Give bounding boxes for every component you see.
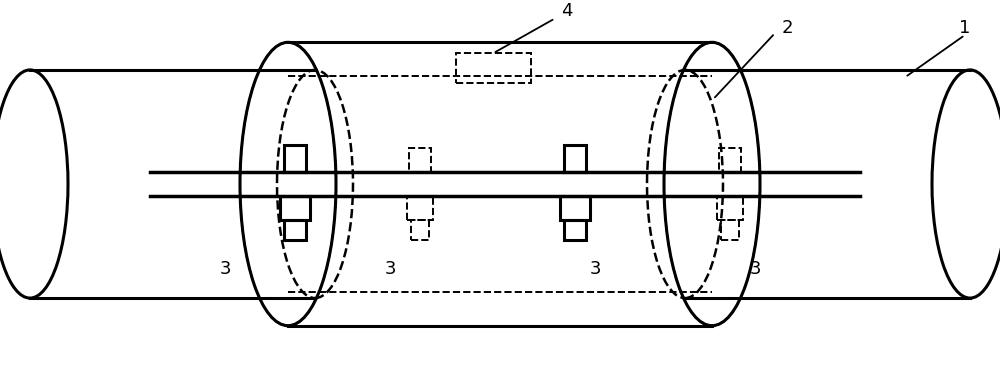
Bar [411, 220, 429, 240]
Text: 1: 1 [959, 19, 971, 36]
Bar [456, 53, 530, 83]
Bar [717, 196, 743, 220]
Bar [284, 145, 306, 172]
Bar [564, 220, 586, 240]
Text: 3: 3 [219, 260, 231, 277]
Bar [284, 220, 306, 240]
Bar [719, 148, 741, 172]
Bar [409, 148, 431, 172]
Text: 3: 3 [384, 260, 396, 277]
Text: 3: 3 [749, 260, 761, 277]
Text: 3: 3 [589, 260, 601, 277]
Bar [564, 145, 586, 172]
Bar [560, 196, 590, 220]
Bar [280, 196, 310, 220]
Text: 2: 2 [781, 19, 793, 36]
Bar [721, 220, 739, 240]
Bar [407, 196, 433, 220]
Text: 4: 4 [561, 2, 573, 20]
